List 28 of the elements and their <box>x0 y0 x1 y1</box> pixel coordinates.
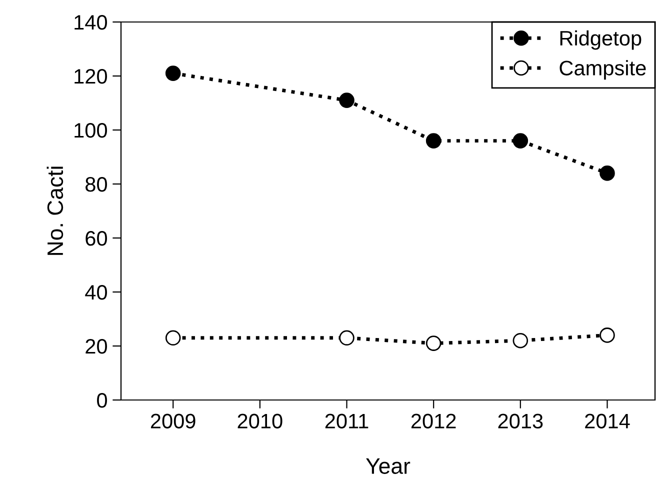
x-axis-title: Year <box>366 458 410 474</box>
point <box>512 332 528 348</box>
point <box>339 92 354 108</box>
point <box>600 166 615 181</box>
x-tick-label: 2010 <box>238 414 282 428</box>
y-tick-label: 0 <box>97 393 107 408</box>
y-axis-title: No. Cacti <box>46 166 64 255</box>
point <box>165 330 181 346</box>
point <box>512 133 528 148</box>
legend-label: Ridgetop <box>560 30 642 50</box>
y-tick-label: 120 <box>74 69 107 84</box>
x-tick-label: 2011 <box>325 414 368 428</box>
y-tick-label: 60 <box>86 231 107 246</box>
point <box>600 328 615 343</box>
x-tick-label: 2009 <box>150 414 196 428</box>
y-tick-label: 140 <box>74 15 107 30</box>
legend-label: Campsite <box>560 60 646 80</box>
y-tick-label: 80 <box>86 177 107 192</box>
y-tick-label: 100 <box>74 123 107 138</box>
point <box>339 330 354 346</box>
point <box>165 66 181 81</box>
x-tick-label: 2014 <box>585 414 630 428</box>
point <box>426 133 442 148</box>
x-tick-label: 2012 <box>411 414 456 428</box>
y-tick-label: 40 <box>85 285 107 300</box>
point <box>426 336 442 351</box>
y-tick-label: 20 <box>86 339 107 354</box>
x-tick-label: 2013 <box>498 414 543 428</box>
